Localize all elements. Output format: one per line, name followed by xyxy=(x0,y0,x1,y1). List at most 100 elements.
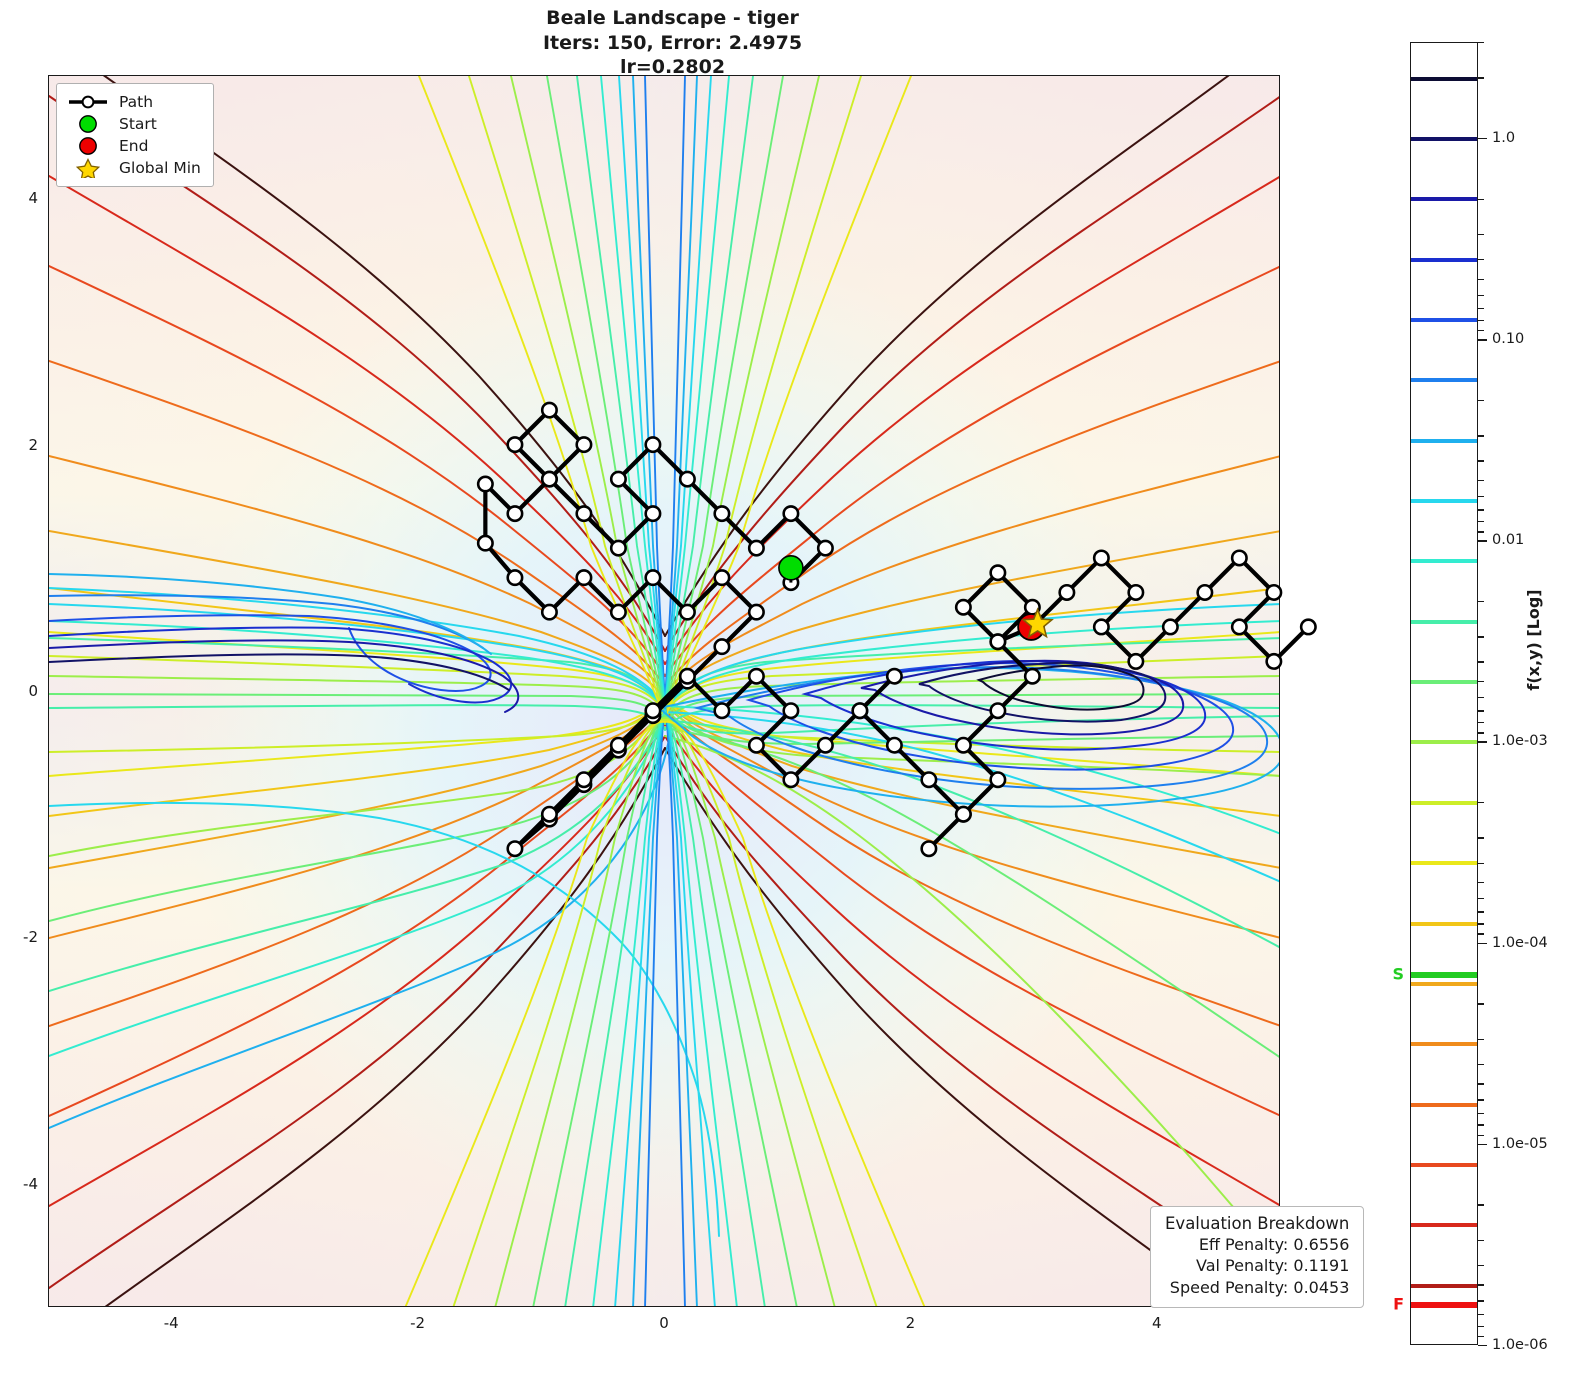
colorbar-minor-tick xyxy=(1478,77,1484,79)
colorbar-minor-tick xyxy=(1478,294,1484,296)
colorbar-end-marker-line xyxy=(1411,1301,1477,1308)
colorbar-minor-tick xyxy=(1478,278,1484,280)
colorbar-level-line xyxy=(1411,1223,1477,1228)
colorbar-major-tick xyxy=(1478,1143,1487,1146)
colorbar-minor-tick xyxy=(1478,636,1484,638)
colorbar-tick-label: 0.01 xyxy=(1492,532,1525,549)
colorbar-minor-tick xyxy=(1478,837,1484,839)
colorbar-minor-tick xyxy=(1478,933,1484,935)
colorbar-ticks: 1.0 0.10 0.01 1.0e-03 1.0e-04 1.0e-05 1.0e-06 xyxy=(1478,42,1578,1353)
colorbar-minor-tick xyxy=(1478,1134,1484,1137)
x-tick-label: -2 xyxy=(410,1314,426,1332)
colorbar-major-tick xyxy=(1478,942,1487,945)
colorbar-minor-tick xyxy=(1478,1325,1484,1327)
eval-speed-penalty: Speed Penalty: 0.0453 xyxy=(1169,1277,1350,1297)
colorbar-end-marker-label: F xyxy=(1393,1294,1404,1314)
start-dot-icon xyxy=(66,114,110,134)
colorbar[interactable] xyxy=(1410,42,1478,1345)
colorbar-start-marker-label: S xyxy=(1392,964,1404,984)
colorbar-major-tick xyxy=(1478,1345,1487,1347)
global-min-star-icon xyxy=(66,158,110,181)
y-tick-label: 0 xyxy=(28,682,38,700)
colorbar-minor-tick xyxy=(1478,732,1484,734)
colorbar-minor-tick xyxy=(1478,1038,1484,1041)
x-tick-label: 0 xyxy=(659,1314,669,1332)
legend-item-path[interactable]: Path xyxy=(66,91,201,113)
colorbar-minor-tick xyxy=(1478,307,1484,310)
plot-legend[interactable]: Path Start End Global M xyxy=(56,83,214,187)
colorbar-minor-tick xyxy=(1478,721,1484,724)
legend-item-end[interactable]: End xyxy=(66,135,201,157)
colorbar-minor-tick xyxy=(1478,1335,1484,1338)
legend-item-global-min[interactable]: Global Min xyxy=(66,157,201,181)
colorbar-level-line xyxy=(1411,1102,1477,1107)
colorbar-minor-tick xyxy=(1478,862,1484,864)
colorbar-minor-tick xyxy=(1478,435,1484,437)
y-tick-label: -4 xyxy=(23,1174,38,1193)
colorbar-tick-label: 1.0e-06 xyxy=(1492,1337,1548,1353)
colorbar-level-line xyxy=(1411,921,1477,926)
page-title: Beale Landscape - tiger Iters: 150, Erro… xyxy=(0,6,1345,80)
title-line-3: lr=0.2802 xyxy=(619,56,726,79)
title-line-2: Iters: 150, Error: 2.4975 xyxy=(542,31,803,54)
colorbar-minor-tick xyxy=(1478,319,1484,322)
path-line-marker-icon xyxy=(66,92,110,112)
colorbar-minor-tick xyxy=(1478,42,1484,44)
x-tick-label: 4 xyxy=(1152,1314,1162,1332)
colorbar-tick-label: 1.0 xyxy=(1492,129,1516,146)
colorbar-level-line xyxy=(1411,499,1477,504)
colorbar-minor-tick xyxy=(1478,710,1484,712)
evaluation-breakdown-box[interactable]: Evaluation Breakdown Eff Penalty: 0.6556… xyxy=(1150,1206,1365,1308)
colorbar-level-line xyxy=(1411,257,1477,262)
colorbar-minor-tick xyxy=(1478,898,1484,900)
legend-label-global-min: Global Min xyxy=(119,159,201,177)
legend-item-start[interactable]: Start xyxy=(66,113,201,135)
colorbar-minor-tick xyxy=(1478,259,1484,261)
colorbar-minor-tick xyxy=(1478,329,1484,332)
colorbar-minor-tick xyxy=(1478,198,1484,200)
contour-plot-content xyxy=(49,76,1279,1306)
colorbar-level-line xyxy=(1411,438,1477,443)
legend-label-start: Start xyxy=(119,115,157,133)
colorbar-minor-tick xyxy=(1478,520,1484,523)
colorbar-level-line xyxy=(1411,861,1477,866)
legend-label-path: Path xyxy=(119,93,154,111)
colorbar-level-line xyxy=(1411,1162,1477,1167)
end-dot-icon xyxy=(66,136,110,156)
y-tick-label: 2 xyxy=(28,435,38,454)
legend-label-end: End xyxy=(119,137,149,155)
colorbar-minor-tick xyxy=(1478,509,1484,511)
colorbar-minor-tick xyxy=(1478,911,1484,913)
colorbar-minor-tick xyxy=(1478,1284,1484,1286)
colorbar-level-line xyxy=(1411,76,1477,81)
colorbar-level-line xyxy=(1411,197,1477,202)
colorbar-minor-tick xyxy=(1478,460,1484,462)
colorbar-minor-tick xyxy=(1478,680,1484,683)
colorbar-minor-tick xyxy=(1478,399,1484,402)
colorbar-major-tick xyxy=(1478,339,1487,341)
colorbar-major-tick xyxy=(1478,137,1487,140)
title-line-1: Beale Landscape - tiger xyxy=(546,7,799,29)
colorbar-minor-tick xyxy=(1478,479,1484,482)
colorbar-level-line xyxy=(1411,680,1477,685)
colorbar-minor-tick xyxy=(1478,233,1484,236)
colorbar-level-line xyxy=(1411,378,1477,383)
colorbar-minor-tick xyxy=(1478,1264,1484,1267)
eval-val-penalty: Val Penalty: 0.1191 xyxy=(1196,1256,1350,1276)
colorbar-minor-tick xyxy=(1478,661,1484,663)
beale-contour-surface xyxy=(49,76,1279,1306)
colorbar-tick-label: 0.10 xyxy=(1492,331,1525,348)
y-tick-label: 4 xyxy=(28,189,38,208)
colorbar-minor-tick xyxy=(1478,1204,1484,1206)
colorbar-level-line xyxy=(1411,1042,1477,1047)
colorbar-level-line xyxy=(1411,981,1477,986)
contour-plot-axes[interactable] xyxy=(48,75,1280,1307)
eval-title: Evaluation Breakdown xyxy=(1165,1214,1350,1233)
colorbar-level-line xyxy=(1411,800,1477,805)
colorbar-level-line xyxy=(1411,559,1477,564)
colorbar-title: f(x,y) [Log] xyxy=(1524,589,1543,691)
colorbar-minor-tick xyxy=(1478,495,1484,498)
colorbar-tick-label: 1.0e-04 xyxy=(1492,934,1548,951)
colorbar-level-line xyxy=(1411,740,1477,745)
